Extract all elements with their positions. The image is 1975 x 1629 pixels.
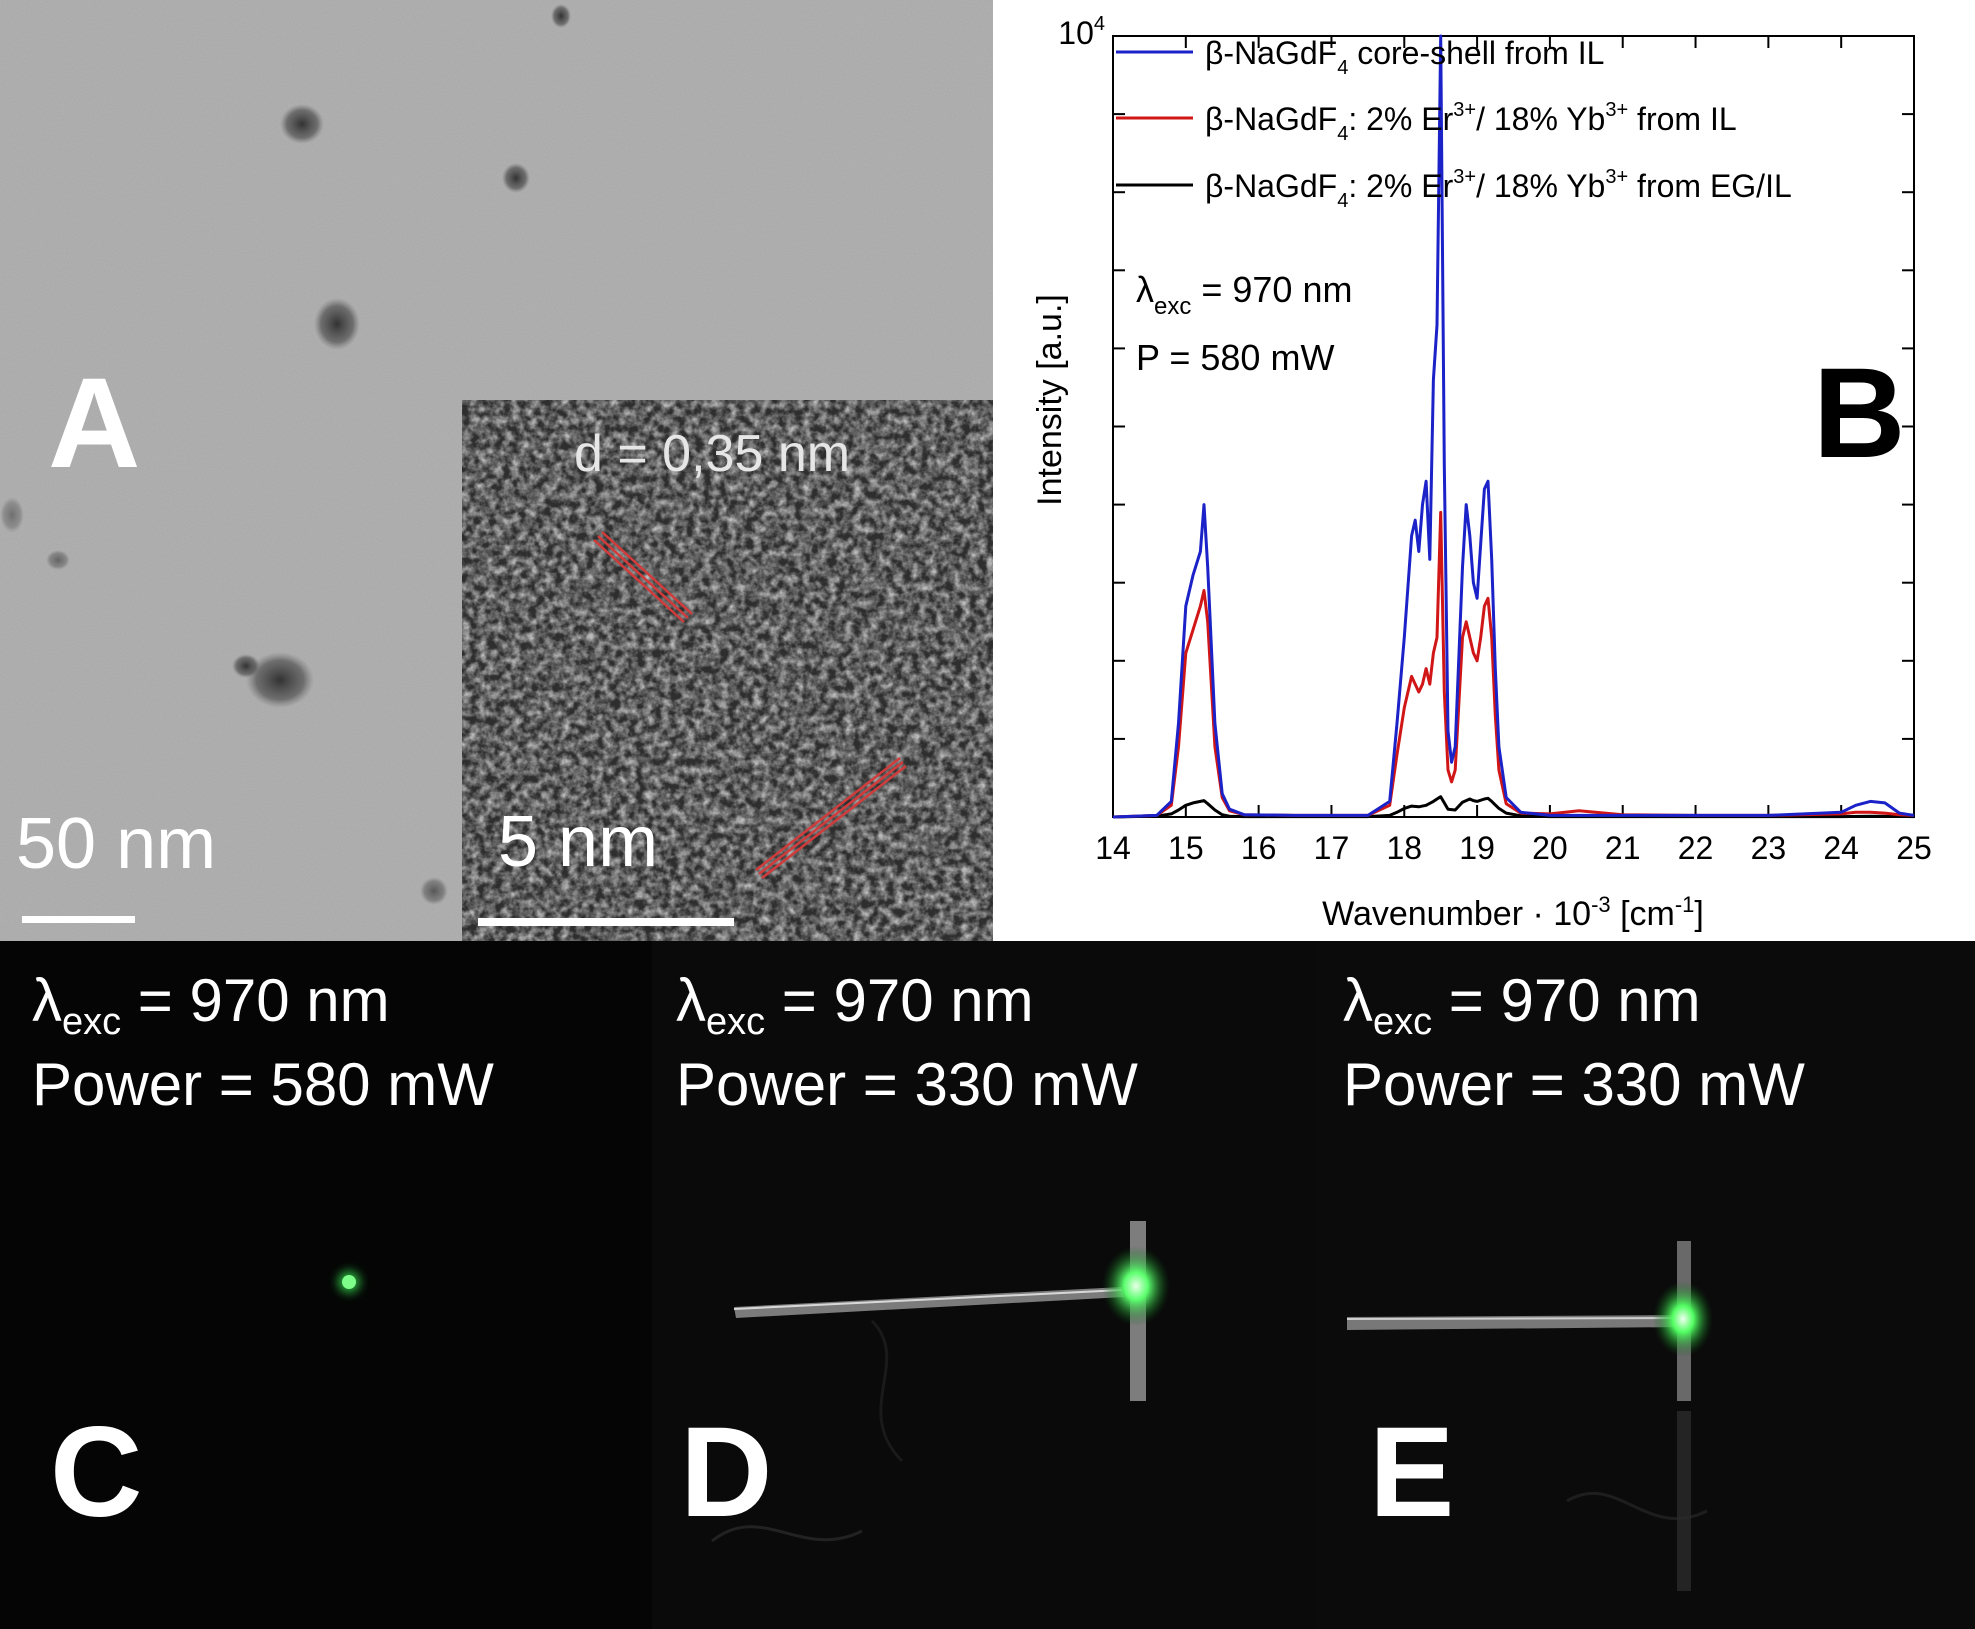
power-annotation: P = 580 mW (1136, 337, 1334, 378)
series-line-0 (1112, 34, 1915, 819)
legend-label-core-shell: β-NaGdF4 core-shell from IL (1205, 35, 1604, 79)
legend: β-NaGdF4 core-shell from IL β-NaGdF4: 2%… (1116, 35, 1792, 212)
panel-label-a: A (48, 352, 141, 495)
hrtem-lattice-image (462, 400, 993, 941)
nanoparticle (551, 4, 571, 28)
x-tick-label: 20 (1532, 830, 1568, 866)
nanoparticle (502, 163, 530, 193)
lattice-fringe-marker (755, 757, 907, 879)
nanoparticle (280, 104, 324, 144)
x-tick-label: 16 (1241, 830, 1277, 866)
panel-c-photo: λexc = 970 nm Power = 580 mW C (0, 941, 652, 1629)
green-emission-glow (1102, 1246, 1170, 1326)
nanoparticle (232, 654, 260, 678)
panel-label-e: E (1369, 1401, 1455, 1544)
excitation-annotation: λexc = 970 nm (1136, 269, 1352, 320)
power-label-d: Power = 330 mW (676, 1051, 1138, 1118)
legend-label-eg-il: β-NaGdF4: 2% Er3+/ 18% Yb3+ from EG/IL (1205, 166, 1792, 212)
x-tick-label: 23 (1751, 830, 1787, 866)
x-tick-label: 19 (1459, 830, 1495, 866)
x-tick-label: 22 (1678, 830, 1714, 866)
scale-bar-label-5nm: 5 nm (498, 802, 659, 882)
panel-label-c: C (50, 1401, 143, 1544)
plot-frame (1112, 35, 1915, 818)
lattice-fringe-marker (593, 531, 693, 623)
series-line-2 (1112, 795, 1915, 819)
x-axis-title: Wavenumber · 10-3 [cm-1] (1322, 892, 1704, 933)
panel-e-photo: λexc = 970 nm Power = 330 mW E (1317, 941, 1975, 1629)
x-tick-label: 14 (1095, 830, 1131, 866)
x-tick-label: 17 (1314, 830, 1350, 866)
capillary-tube (734, 1287, 1124, 1318)
y-axis-title: Intensity [a.u.] (1031, 294, 1069, 506)
nanoparticle (314, 298, 360, 350)
legend-label-il: β-NaGdF4: 2% Er3+/ 18% Yb3+ from IL (1205, 99, 1737, 145)
panel-label-d: D (680, 1401, 773, 1544)
x-tick-label: 24 (1823, 830, 1859, 866)
nanoparticle (0, 497, 24, 533)
green-emission-glow (1653, 1281, 1713, 1357)
panel-label-b: B (1813, 342, 1906, 485)
scale-bar-label-50nm: 50 nm (16, 804, 217, 884)
capillary-photo-e (1346, 1241, 1713, 1591)
excitation-label-c: λexc = 970 nm (32, 967, 390, 1043)
nanoparticle (46, 550, 70, 570)
x-tick-label: 25 (1896, 830, 1932, 866)
panel-d-photo: λexc = 970 nm Power = 330 mW D (652, 941, 1317, 1629)
y-axis-ticks (1113, 35, 1914, 818)
green-emission-spot (342, 1275, 356, 1289)
series-lines (1112, 34, 1915, 819)
spectrum-chart: 14 15 16 17 18 19 20 21 22 23 24 25 104 Wavenumber … (1031, 13, 1932, 933)
x-tick-label: 18 (1386, 830, 1422, 866)
hrtem-inset: d = 0,35 nm 5 nm (462, 400, 993, 941)
panel-a-tem-image: A 50 nm d = 0 (0, 0, 993, 941)
excitation-label-d: λexc = 970 nm (676, 967, 1034, 1043)
power-label-c: Power = 580 mW (32, 1051, 494, 1118)
x-axis-ticks: 14 15 16 17 18 19 20 21 22 23 24 25 (1095, 36, 1932, 866)
power-label-e: Power = 330 mW (1343, 1051, 1805, 1118)
y-top-tick-label: 104 (1058, 13, 1105, 51)
lattice-spacing-label: d = 0,35 nm (574, 425, 851, 483)
nanoparticle (246, 652, 314, 708)
nanoparticle (420, 877, 448, 905)
panel-b-spectrum: 14 15 16 17 18 19 20 21 22 23 24 25 104 Wavenumber … (993, 0, 1975, 941)
scale-bar-5nm (478, 918, 734, 926)
capillary-photo-d (711, 1221, 1170, 1543)
series-line-1 (1112, 510, 1915, 819)
excitation-label-e: λexc = 970 nm (1343, 967, 1701, 1043)
x-tick-label: 21 (1605, 830, 1641, 866)
scale-bar-50nm (22, 916, 135, 923)
x-tick-label: 15 (1168, 830, 1204, 866)
